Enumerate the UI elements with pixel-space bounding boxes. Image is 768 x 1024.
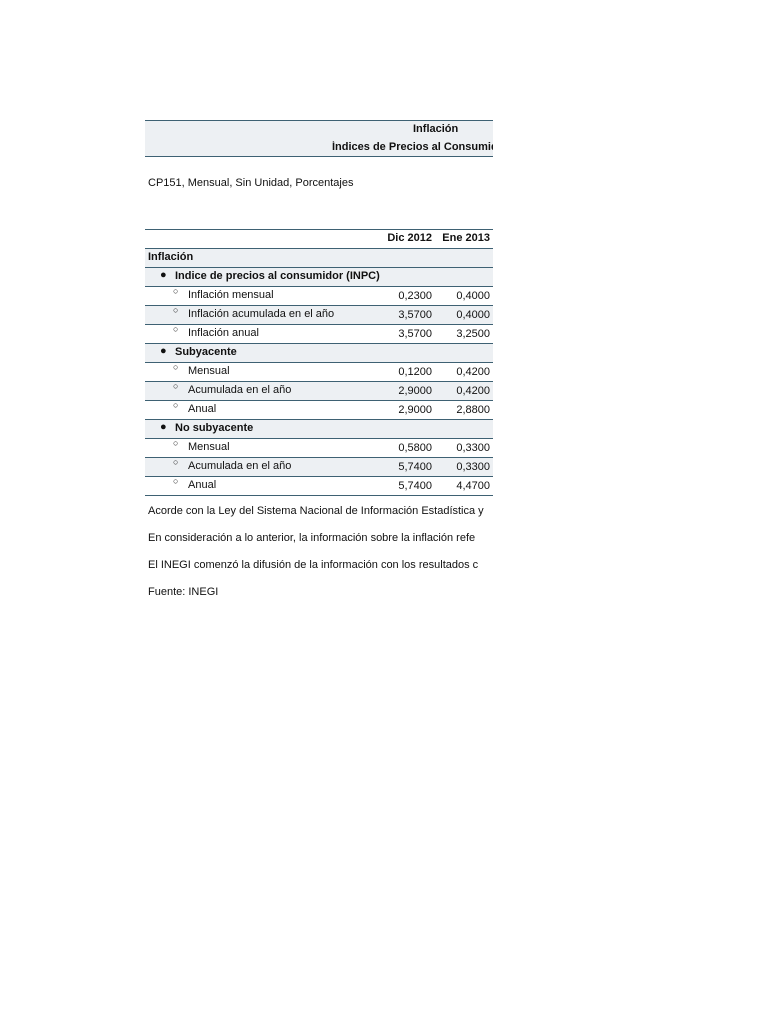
row-band [145,306,493,324]
header-band [145,120,493,156]
cell: 0,1200 [398,366,432,378]
cell: 0,4000 [456,290,490,302]
rule [145,438,493,439]
rule [145,248,493,249]
bullet: ○ [173,438,179,448]
row-label: Acumulada en el año [188,460,292,472]
row-band [145,344,493,362]
rule [145,419,493,420]
row-label: Mensual [188,365,230,377]
rule [145,324,493,325]
row-label: Inflación anual [188,327,259,339]
row-band [145,249,493,267]
group-label: No subyacente [175,422,254,434]
row-band [145,458,493,476]
rule [145,362,493,363]
rule [145,495,493,496]
cell: 0,5800 [398,442,432,454]
bullet: ○ [173,324,179,334]
rule [145,229,493,230]
row-label: Inflación acumulada en el año [188,308,335,320]
cell: 4,4700 [456,480,490,492]
note: Fuente: INEGI [148,586,219,598]
row-band [145,268,493,286]
cell: 3,5700 [398,309,432,321]
cell: 0,2300 [398,290,432,302]
cell: 0,3300 [456,461,490,473]
note: El INEGI comenzó la difusión de la infor… [148,559,479,571]
rule [145,343,493,344]
rule [145,400,493,401]
rule [145,156,493,157]
column-header: Dic 2012 [387,232,432,244]
title: Inflación [413,123,459,135]
rule [145,457,493,458]
rule [145,120,493,121]
bullet: ○ [173,400,179,410]
bullet: ○ [173,476,179,486]
cell: 3,5700 [398,328,432,340]
row-label: Mensual [188,441,230,453]
cell: 3,2500 [456,328,490,340]
rule [145,267,493,268]
cell: 2,8800 [456,404,490,416]
row-label: Acumulada en el año [188,384,292,396]
subtitle: Índices de Precios al Consumid [332,141,493,153]
group-label: Indice de precios al consumidor (INPC) [175,270,380,282]
bullet: ○ [173,362,179,372]
cell: 2,9000 [398,404,432,416]
row-band [145,420,493,438]
cell: 0,4000 [456,309,490,321]
meta: CP151, Mensual, Sin Unidad, Porcentajes [148,177,354,189]
rule [145,476,493,477]
note: En consideración a lo anterior, la infor… [148,532,476,544]
bullet: ● [160,345,167,357]
bullet: ● [160,421,167,433]
column-header: Ene 2013 [442,232,490,244]
section-label: Inflación [148,251,194,263]
cell: 0,4200 [456,385,490,397]
row-label: Anual [188,479,217,491]
cell: 2,9000 [398,385,432,397]
cell: 5,7400 [398,480,432,492]
row-label: Inflación mensual [188,289,274,301]
group-label: Subyacente [175,346,237,358]
rule [145,286,493,287]
bullet: ○ [173,457,179,467]
row-band [145,382,493,400]
row-label: Anual [188,403,217,415]
bullet: ○ [173,286,179,296]
cell: 0,4200 [456,366,490,378]
bullet: ● [160,269,167,281]
bullet: ○ [173,381,179,391]
bullet: ○ [173,305,179,315]
cell: 0,3300 [456,442,490,454]
rule [145,305,493,306]
note: Acorde con la Ley del Sistema Nacional d… [148,505,484,517]
cell: 5,7400 [398,461,432,473]
rule [145,381,493,382]
